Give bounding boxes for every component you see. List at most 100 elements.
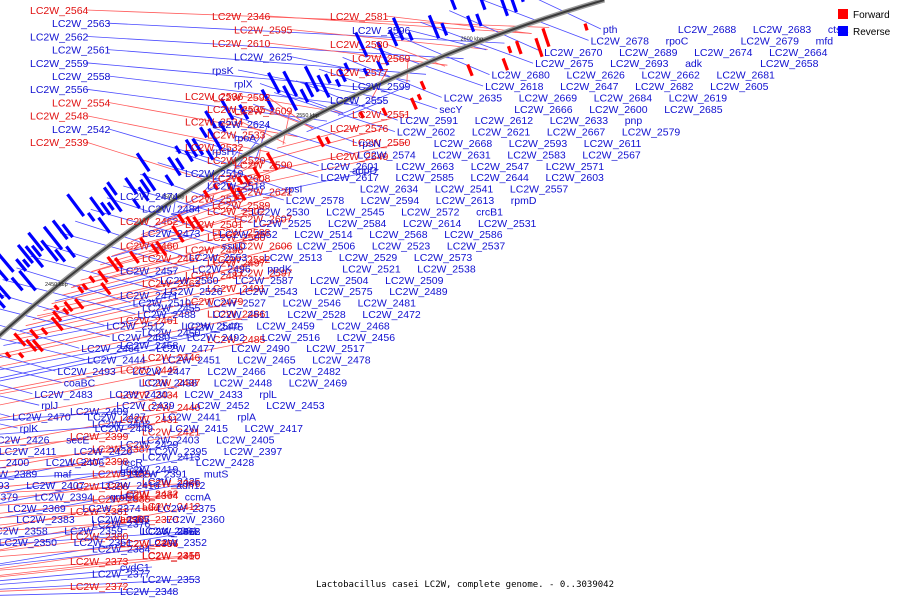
gene-label: LC2W_2622 (234, 187, 293, 199)
gene-label: LC2W_2491 (207, 283, 266, 295)
forward-feature (416, 93, 423, 101)
reverse-feature (391, 17, 405, 41)
leader-line (0, 585, 127, 592)
reverse-feature (0, 269, 9, 282)
gene-label: rplA (237, 412, 256, 424)
reverse-feature (0, 253, 15, 273)
leader-line (0, 332, 199, 371)
gene-label: LC2W_2489 (389, 286, 448, 298)
reverse-feature (106, 201, 115, 211)
gene-label: LC2W_2455 (142, 303, 201, 315)
leader-line (0, 518, 177, 532)
gene-label: LC2W_2596 (352, 25, 411, 37)
gene-label: LC2W_2439 (116, 400, 175, 412)
gene-label: adh12 (176, 480, 205, 492)
leader-line (2, 279, 136, 315)
gene-label: rplX (234, 79, 253, 91)
gene-label: LC2W_2680 (492, 70, 551, 82)
gene-label: LC2W_2350 (0, 537, 57, 549)
gene-label: LC2W_2603 (546, 172, 605, 184)
gene-label: LC2W_2541 (435, 184, 494, 196)
leader-line (0, 410, 127, 421)
gene-label: mfd (816, 35, 834, 47)
leader-line (0, 548, 149, 566)
gene-label: LC2W_2431 (120, 414, 179, 426)
leader-line (0, 535, 127, 552)
forward-feature (63, 300, 74, 313)
leader-line (0, 460, 127, 474)
gene-label: LC2W_2463 (142, 278, 201, 290)
gene-label: LC2W_2445 (120, 365, 179, 377)
leader-line (30, 255, 163, 292)
gene-label: LC2W_2492 (187, 332, 246, 344)
leader-line (449, 10, 543, 53)
gene-label: rpsH (212, 146, 234, 158)
gene-label: LC2W_2679 (741, 35, 800, 47)
gene-label: LC2W_2662 (642, 70, 701, 82)
gene-label: LC2W_2415 (170, 423, 229, 435)
reverse-feature (184, 149, 194, 163)
leader-line (0, 435, 127, 448)
leader-line (0, 573, 149, 585)
gene-label: adk (685, 58, 703, 70)
forward-feature (155, 240, 168, 257)
gene-label: recR (121, 457, 144, 469)
reverse-feature (343, 62, 351, 72)
gene-label: LC2W_2393 (0, 480, 10, 492)
gene-label: LC2W_2550 (352, 137, 411, 149)
gene-label: LC2W_2465 (237, 355, 296, 367)
gene-label: LC2W_2668 (434, 138, 493, 150)
leader-line (0, 560, 127, 576)
leader-line (254, 123, 269, 161)
reverse-feature (16, 243, 35, 265)
gene-label: LC2W_2348 (120, 586, 179, 598)
forward-feature (192, 216, 205, 233)
gene-label: LC2W_2533 (207, 129, 266, 141)
gene-label: LC2W_2482 (282, 366, 341, 378)
gene-label: LC2W_2386 (70, 481, 129, 493)
gene-label: LC2W_2391 (129, 469, 188, 481)
reverse-feature (18, 269, 37, 292)
leader-line (208, 159, 264, 190)
leader-line (0, 518, 147, 551)
forward-feature (4, 351, 12, 359)
gene-label: LC2W_2353 (142, 574, 201, 586)
gene-label: LC2W_2523 (372, 241, 431, 253)
gene-label: LC2W_2678 (591, 35, 650, 47)
gene-label: LC2W_2514 (294, 229, 353, 241)
reverse-feature (97, 216, 111, 234)
gene-labels: LC2W_2564LC2W_2563LC2W_2562LC2W_2561LC2W… (0, 5, 849, 598)
gene-label: LC2W_2421 (142, 427, 201, 439)
gene-label: LC2W_2594 (361, 195, 420, 207)
gene-label: rpmD (511, 195, 537, 207)
reverse-feature (86, 211, 96, 223)
leader-line (175, 150, 284, 189)
gene-label: LC2W_2457 (120, 265, 179, 277)
gene-label: LC2W_2567 (582, 149, 641, 161)
reverse-feature (65, 245, 77, 259)
gene-label: LC2W_2471 (120, 290, 179, 302)
forward-feature (236, 187, 247, 202)
reverse-feature (135, 152, 151, 173)
gene-label: LC2W_2453 (266, 400, 325, 412)
forward-feature (358, 111, 365, 119)
gene-label: LC2W_2502 (207, 206, 266, 218)
gene-label: LC2W_2405 (216, 434, 275, 446)
gene-label: LC2W_2484 (142, 203, 201, 215)
gene-label: LC2W_2437 (142, 377, 201, 389)
leader-line (318, 68, 438, 110)
gene-label: LC2W_2591 (400, 115, 459, 127)
reverse-feature (324, 73, 332, 85)
gene-label: LC2W_2569 (352, 53, 411, 65)
gene-label: LC2W_2474 (120, 191, 179, 203)
gene-label: LC2W_2572 (401, 206, 460, 218)
forward-feature (97, 269, 109, 284)
gene-label: LC2W_2545 (326, 206, 385, 218)
gene-label: LC2W_2667 (547, 127, 606, 139)
gene-label: ansB (120, 513, 144, 525)
gene-label: LC2W_2468 (331, 320, 390, 332)
forward-feature (31, 339, 44, 353)
reverse-feature (164, 174, 175, 187)
gene-label: LC2W_2561 (52, 45, 111, 57)
forward-feature (243, 174, 252, 186)
